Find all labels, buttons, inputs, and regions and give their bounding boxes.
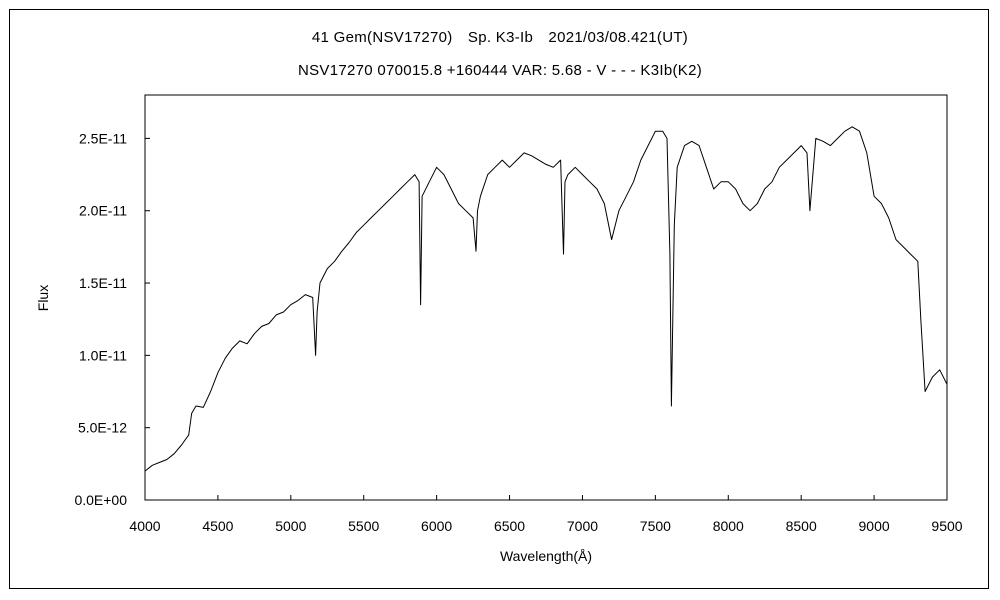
y-tick-label: 0.0E+00 (74, 492, 127, 508)
series-line (144, 126, 948, 472)
x-tick-label: 4000 (129, 518, 160, 534)
x-tick-label: 7000 (567, 518, 598, 534)
y-axis-label: Flux (35, 285, 51, 311)
x-tick-label: 8500 (786, 518, 817, 534)
x-tick-label: 8000 (713, 518, 744, 534)
x-axis: 4000 4500 5000 5500 6000 6500 7000 7500 8000 8500… (129, 495, 963, 534)
plot-area (144, 94, 948, 501)
y-axis: 0.0E+00 5.0E-12 1.0E-11 1.5E-11 2.0E-11 2.5E-… (74, 130, 150, 508)
chart-subtitle: NSV17270 070015.8 +160444 VAR: 5.68 - V … (298, 62, 702, 79)
x-tick-label: 7500 (640, 518, 671, 534)
series-group (144, 126, 948, 472)
x-tick-label: 5500 (348, 518, 379, 534)
x-axis-label: Wavelength(Å) (500, 548, 592, 564)
x-tick-label: 5000 (275, 518, 306, 534)
x-tick-label: 4500 (202, 518, 233, 534)
y-tick-label: 5.0E-12 (78, 420, 127, 436)
y-tick-label: 2.0E-11 (79, 203, 127, 219)
y-tick-label: 2.5E-11 (79, 130, 127, 146)
x-tick-label: 6000 (421, 518, 452, 534)
y-tick-label: 1.5E-11 (79, 275, 127, 291)
chart-frame (9, 9, 989, 589)
x-tick-label: 9500 (931, 518, 962, 534)
x-tick-label: 9000 (859, 518, 890, 534)
y-tick-label: 1.0E-11 (79, 347, 127, 363)
chart-title: 41 Gem(NSV17270) Sp. K3-Ib 2021/03/08.42… (312, 29, 688, 46)
x-tick-label: 6500 (494, 518, 525, 534)
